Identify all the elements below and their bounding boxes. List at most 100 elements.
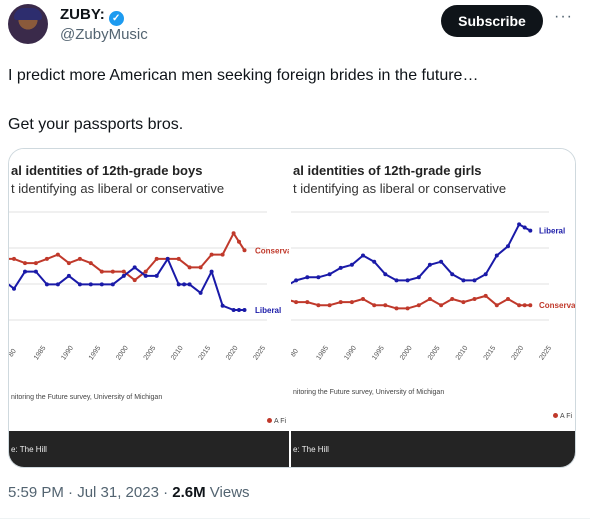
data-point <box>405 306 410 311</box>
data-point <box>528 303 533 308</box>
data-point <box>99 269 104 274</box>
data-point <box>110 269 115 274</box>
data-point <box>517 303 522 308</box>
data-point <box>88 261 93 266</box>
data-point <box>237 239 241 244</box>
data-point <box>338 265 343 270</box>
data-point <box>12 256 16 261</box>
data-point <box>405 278 410 283</box>
x-tick-label: 2025 <box>538 345 553 362</box>
data-point <box>176 256 181 261</box>
more-options-icon[interactable]: ··· <box>554 8 573 25</box>
data-point <box>242 308 247 312</box>
divider <box>0 518 590 519</box>
data-point <box>394 306 399 311</box>
subscribe-button[interactable]: Subscribe <box>441 5 543 37</box>
data-point <box>450 272 455 277</box>
data-point <box>154 256 159 261</box>
data-point <box>439 303 444 308</box>
chart-panel-girls[interactable]: al identities of 12th-grade girls t iden… <box>291 149 575 467</box>
data-point <box>77 282 82 287</box>
x-tick-label: 1985 <box>33 345 48 362</box>
data-point <box>294 278 299 283</box>
data-point <box>450 297 455 301</box>
caption-text: e: The Hill <box>11 445 47 454</box>
avatar-cap <box>14 8 42 20</box>
x-tick-label: 1995 <box>371 345 386 362</box>
data-point <box>209 252 214 257</box>
author-handle[interactable]: @ZubyMusic <box>60 26 148 43</box>
chart-badge: A Fi <box>553 413 572 420</box>
x-tick-label: 1985 <box>315 345 330 362</box>
data-point <box>361 297 365 301</box>
chart-source: nitoring the Future survey, University o… <box>11 394 163 401</box>
data-point <box>316 275 321 280</box>
x-tick-label: 2020 <box>511 345 526 362</box>
data-point <box>349 262 354 267</box>
x-tick-label: 80 <box>9 348 18 358</box>
data-point <box>327 303 332 308</box>
data-point <box>198 290 203 295</box>
data-point <box>23 261 27 266</box>
data-point <box>187 282 192 287</box>
data-point <box>506 244 510 249</box>
series-label: Liberal <box>539 227 565 236</box>
data-point <box>121 269 126 274</box>
tweet-meta: 5:59 PM · Jul 31, 2023 · 2.6M Views <box>8 484 250 501</box>
data-point <box>383 303 388 308</box>
data-point <box>187 265 192 270</box>
data-point <box>372 259 377 264</box>
tweet-text-line-2: Get your passports bros. <box>8 116 184 133</box>
series-line <box>291 223 531 285</box>
data-point <box>242 248 247 253</box>
tweet-media[interactable]: al identities of 12th-grade boys t ident… <box>8 148 576 468</box>
x-tick-label: 2005 <box>427 345 442 362</box>
data-point <box>361 253 365 258</box>
image-caption-bar: e: The Hill <box>291 431 575 467</box>
data-point <box>506 297 510 301</box>
series-line <box>291 294 531 310</box>
data-point <box>517 222 522 227</box>
data-point <box>220 252 225 257</box>
data-point <box>88 282 93 287</box>
chart-title: al identities of 12th-grade girls <box>293 163 482 178</box>
data-point <box>338 300 343 305</box>
data-point <box>427 262 432 267</box>
x-tick-label: 2025 <box>252 345 267 362</box>
series-label: Liberal <box>255 306 281 315</box>
tweet-timestamp[interactable]: 5:59 PM · Jul 31, 2023 · <box>8 484 173 501</box>
data-point <box>44 256 49 261</box>
data-point <box>55 282 60 287</box>
chart-subtitle: t identifying as liberal or conservative <box>293 181 507 196</box>
tweet-text-line-1: I predict more American men seeking fore… <box>8 67 479 84</box>
data-point <box>143 269 148 274</box>
data-point <box>372 303 377 308</box>
data-point <box>33 269 38 274</box>
chart-panel-boys[interactable]: al identities of 12th-grade boys t ident… <box>9 149 289 467</box>
line-chart-boys: 80 1985 1990 1995 2000 2005 2010 2015 2020 2025 Co… <box>9 211 289 362</box>
data-point <box>132 278 137 283</box>
author-name-text[interactable]: ZUBY: <box>60 6 105 23</box>
data-point <box>383 272 388 277</box>
x-tick-label: 2010 <box>455 345 470 362</box>
data-point <box>494 253 499 258</box>
data-point <box>143 273 148 278</box>
views-label: Views <box>205 484 250 501</box>
series-label: Conserva <box>539 301 575 310</box>
chart-source: nitoring the Future survey, University o… <box>293 389 445 396</box>
data-point <box>44 282 49 287</box>
data-point <box>349 300 354 305</box>
verified-badge-icon: ✓ <box>108 11 124 26</box>
line-chart-girls: 80 1985 1990 1995 2000 2005 2010 2015 2020 2025 Li… <box>291 211 575 362</box>
data-point <box>305 275 310 280</box>
data-point <box>121 273 126 278</box>
data-point <box>327 272 332 277</box>
avatar[interactable] <box>8 4 48 44</box>
data-point <box>494 303 499 308</box>
x-tick-label: 2005 <box>143 345 158 362</box>
x-tick-label: 80 <box>291 348 300 358</box>
data-point <box>198 265 203 270</box>
x-tick-label: 2020 <box>225 345 240 362</box>
x-tick-label: 1995 <box>88 345 103 362</box>
author-name[interactable]: ZUBY: ✓ <box>60 6 124 26</box>
